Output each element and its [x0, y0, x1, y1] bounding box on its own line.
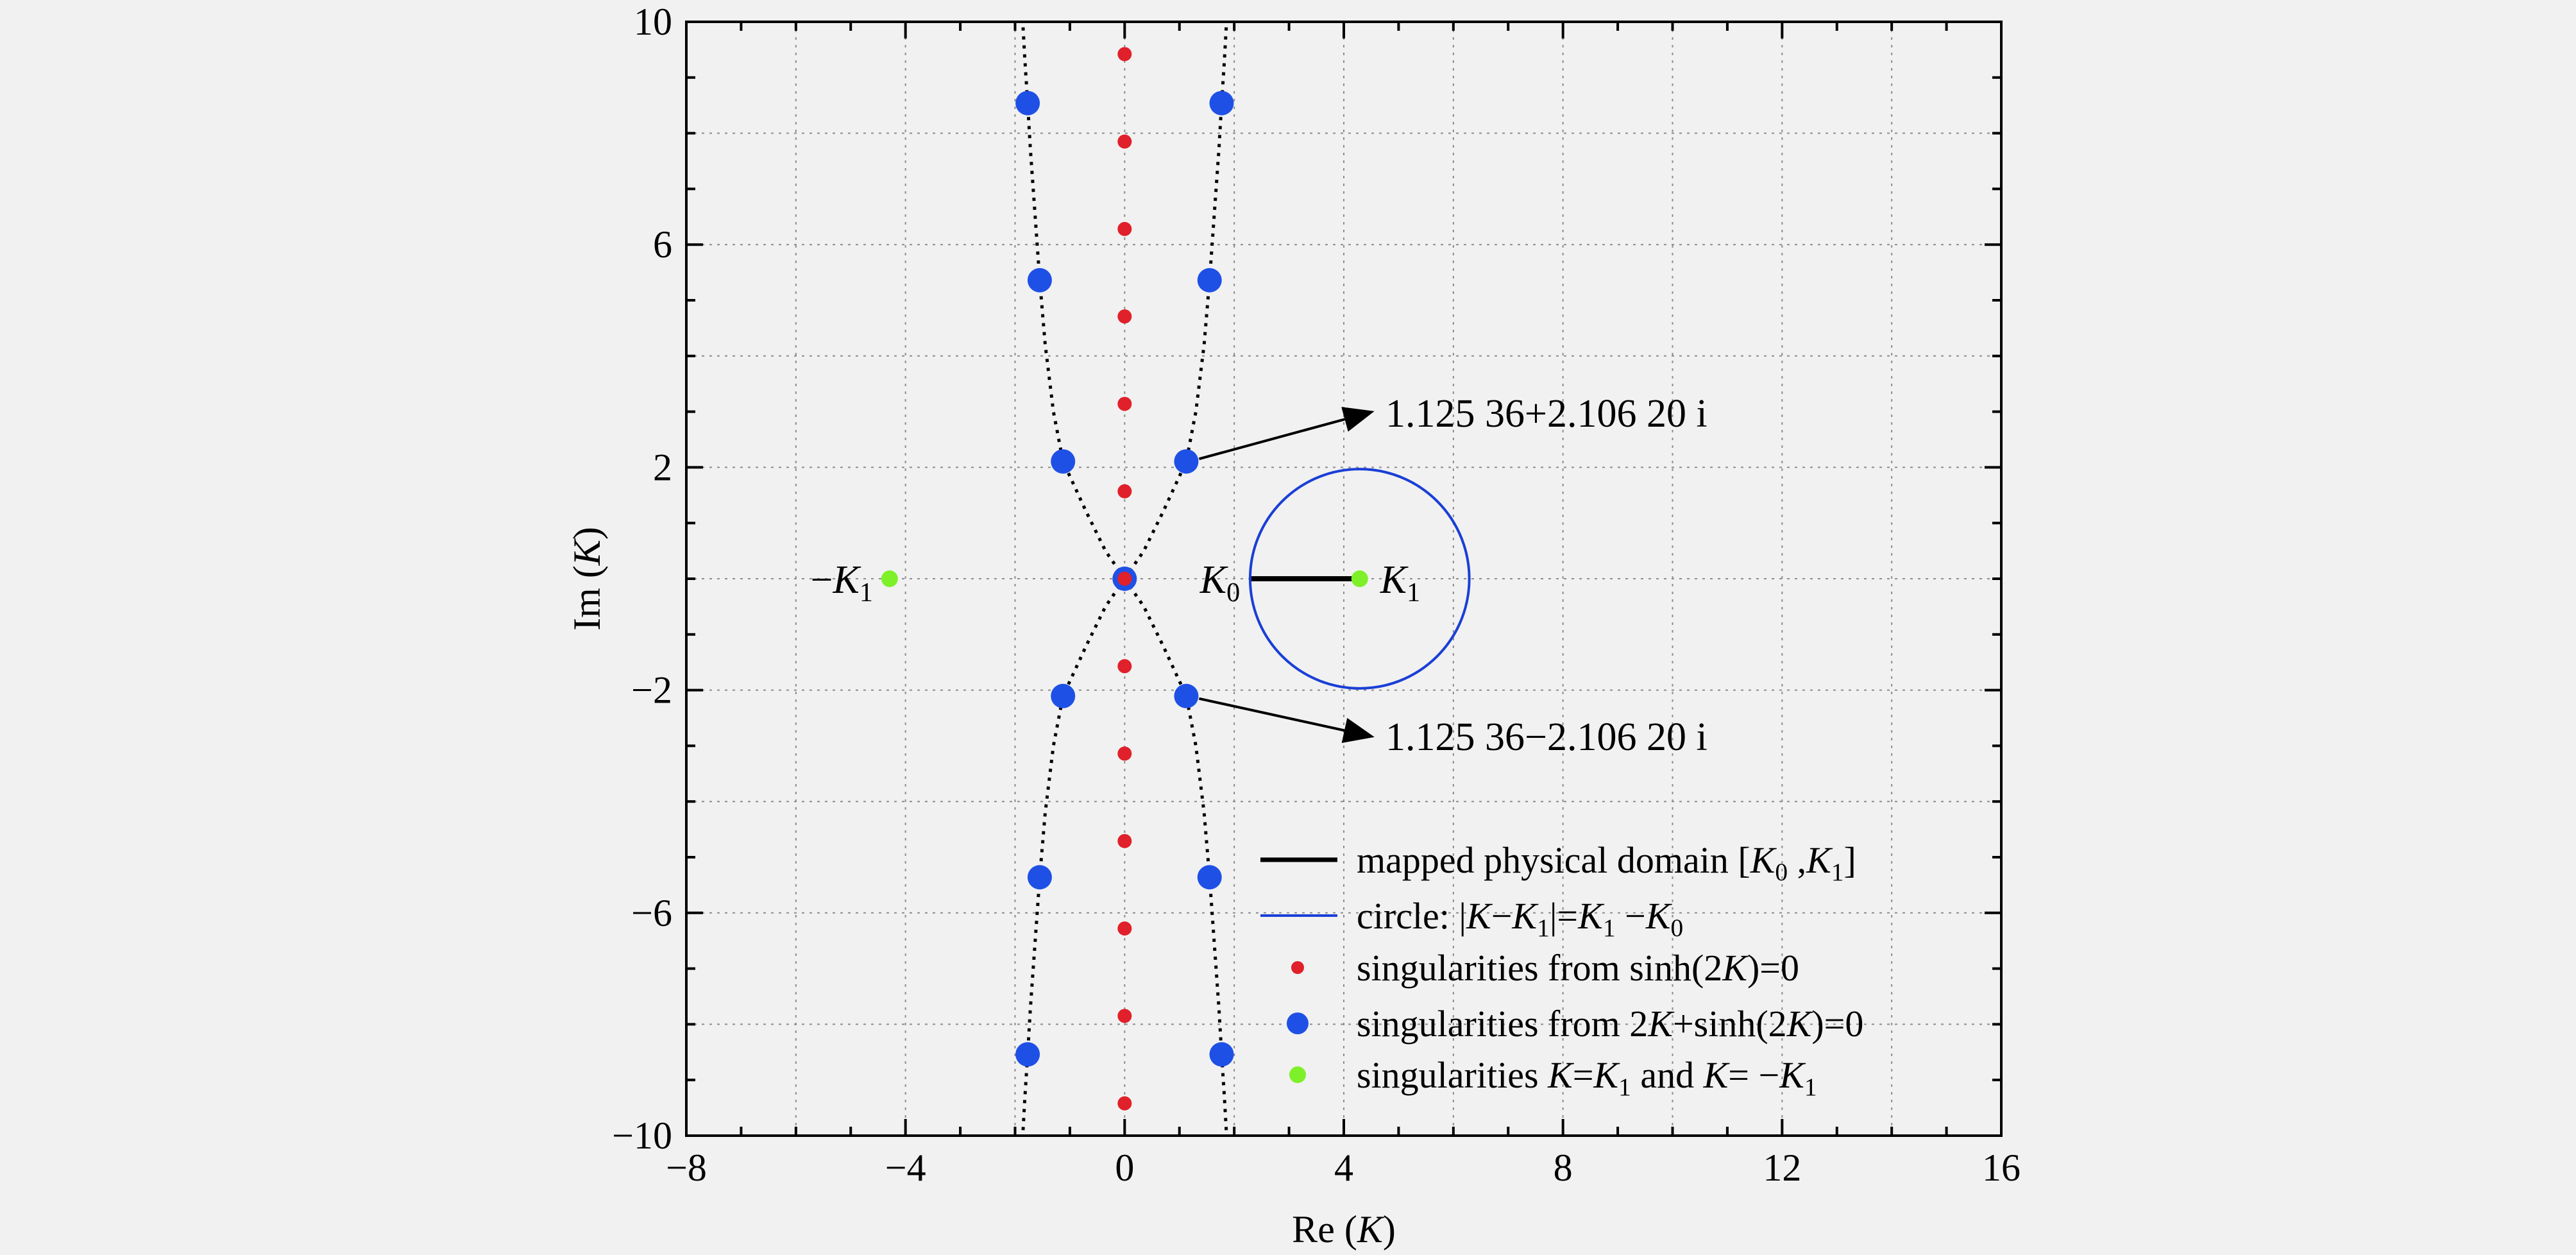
y-tick-label: −6 [631, 892, 672, 934]
data-point [1027, 865, 1052, 890]
data-point [1117, 47, 1132, 62]
y-tick-label: −10 [612, 1114, 672, 1157]
data-point [1117, 397, 1132, 411]
k1-label: K1 [1380, 558, 1420, 608]
x-tick-label: 0 [1115, 1147, 1134, 1189]
data-point [1027, 268, 1052, 293]
data-point [1117, 746, 1132, 761]
y-tick-label: 2 [653, 446, 672, 488]
data-point [1051, 449, 1076, 474]
data-point [1117, 1096, 1132, 1111]
annotation-label: 1.125 36+2.106 20 i [1385, 392, 1707, 436]
legend-label: singularities K=K1 and K= −K1 [1357, 1054, 1817, 1101]
data-point [1117, 659, 1132, 674]
legend-label: singularities from 2K+sinh(2K)=0 [1357, 1003, 1863, 1045]
axis-labels: Re (K) Im (K) [566, 527, 1396, 1251]
x-tick-label: 12 [1763, 1147, 1801, 1189]
data-point [1209, 1042, 1234, 1067]
data-point [1117, 1009, 1132, 1023]
data-point [1117, 134, 1132, 149]
legend-symbol-marker [1289, 1066, 1306, 1083]
physical-domain [1248, 468, 1471, 690]
data-point [1117, 833, 1132, 848]
x-axis-label: Re (K) [1292, 1208, 1396, 1251]
y-tick-label: 6 [653, 223, 672, 266]
data-point [1117, 921, 1132, 936]
convergence-circle [1248, 468, 1471, 690]
data-point [1174, 449, 1199, 474]
x-tick-label: −4 [885, 1147, 926, 1189]
k0-label: K0 [1199, 558, 1240, 608]
x-tick-label: 16 [1982, 1147, 2021, 1189]
data-point [1209, 90, 1234, 115]
data-point [1197, 865, 1222, 890]
x-tick-label: 8 [1554, 1147, 1573, 1189]
legend-label: singularities from sinh(2K)=0 [1357, 947, 1799, 989]
x-tick-label: 4 [1334, 1147, 1353, 1189]
data-point [1197, 268, 1222, 293]
legend-label: circle: |K−K1|=K1 −K0 [1357, 895, 1683, 942]
annotation-label: 1.125 36−2.106 20 i [1385, 715, 1707, 759]
data-point [881, 570, 898, 587]
annotation-arrow [1198, 697, 1375, 743]
axis-ticks: −8 −4 0 4 8 12 16 −10 −6 −2 2 6 10 [612, 1, 2021, 1189]
annotations: K0 K1 −K1 1.125 36+2.106 20 i 1.125 36−2.106… [810, 392, 1707, 759]
annotation-arrow [1198, 407, 1375, 461]
legend-symbol-marker [1287, 1012, 1309, 1034]
y-axis-label: Im (K) [566, 527, 608, 631]
data-point [1117, 572, 1132, 586]
data-point [1015, 1042, 1040, 1067]
y-tick-label: −2 [631, 669, 672, 712]
data-point [1117, 221, 1132, 236]
legend: mapped physical domain [K0 ,K1] circle: |… [1260, 839, 1863, 1101]
neg-k1-label: −K1 [810, 558, 872, 608]
data-point [1117, 484, 1132, 499]
legend-symbol-marker [1291, 961, 1304, 974]
legend-label: mapped physical domain [K0 ,K1] [1357, 839, 1856, 886]
x-tick-label: −8 [666, 1147, 707, 1189]
y-tick-label: 10 [634, 1, 672, 43]
singularity-points [881, 47, 1368, 1111]
data-point [1174, 683, 1199, 708]
data-point [1051, 683, 1076, 708]
data-point [1015, 90, 1040, 115]
data-point [1351, 570, 1368, 587]
data-point [1117, 309, 1132, 324]
